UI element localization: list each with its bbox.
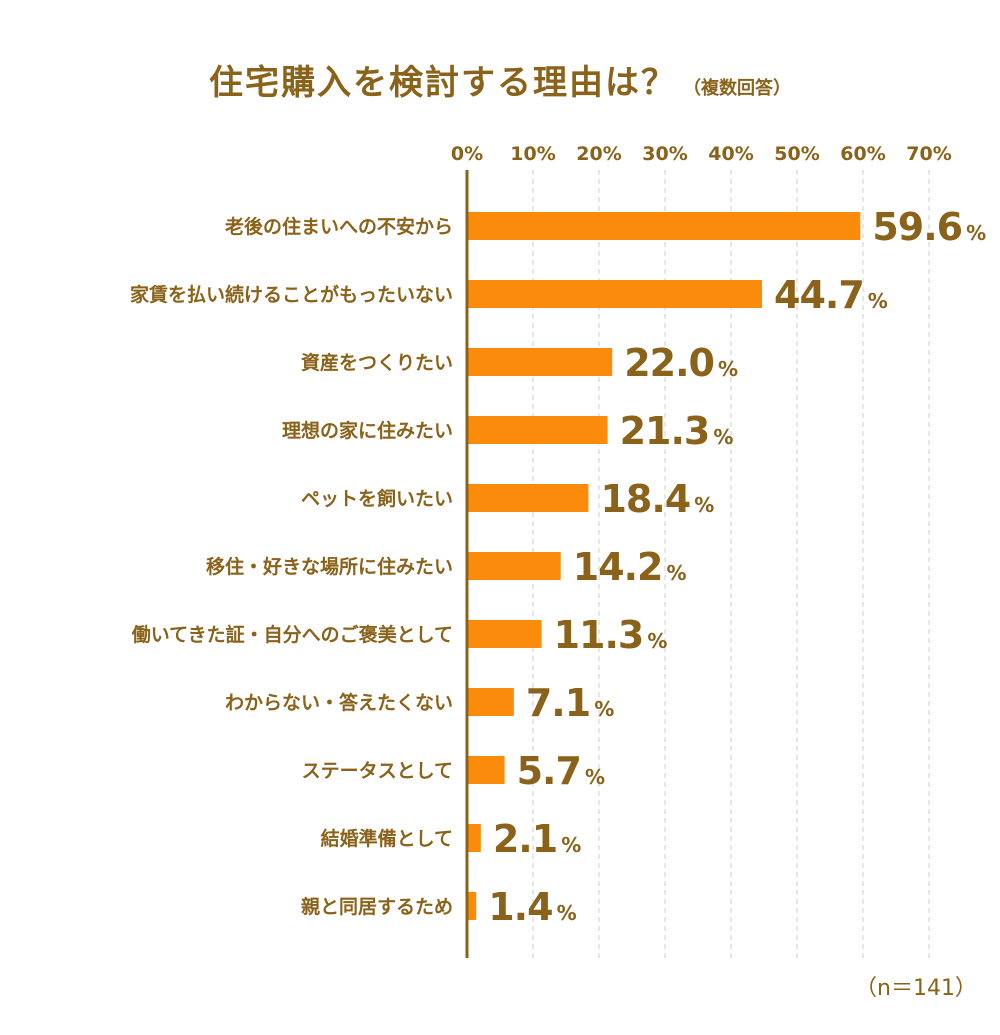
chart-title-row: 住宅購入を検討する理由は？ （複数回答） bbox=[0, 55, 1000, 104]
value-label: 18.4 bbox=[600, 477, 690, 521]
x-tick-label: 30% bbox=[642, 143, 687, 165]
category-label: ステータスとして bbox=[302, 760, 453, 782]
chart-title: 住宅購入を検討する理由は？ bbox=[209, 63, 677, 103]
value-label: 1.4 bbox=[488, 885, 552, 929]
category-label: 理想の家に住みたい bbox=[282, 419, 453, 442]
x-tick-label: 40% bbox=[708, 143, 753, 165]
bar bbox=[467, 688, 514, 716]
value-unit: % bbox=[694, 493, 714, 517]
category-label: 結婚準備として bbox=[321, 827, 453, 850]
bar bbox=[467, 552, 561, 580]
value-unit: % bbox=[966, 221, 986, 245]
value-label: 5.7 bbox=[517, 749, 581, 793]
value-label: 21.3 bbox=[620, 409, 710, 453]
value-unit: % bbox=[647, 629, 667, 653]
category-label: ペットを飼いたい bbox=[301, 487, 453, 510]
category-label: わからない・答えたくない bbox=[225, 691, 453, 714]
category-label: 移住・好きな場所に住みたい bbox=[206, 555, 453, 578]
value-label: 11.3 bbox=[554, 613, 644, 657]
chart-subtitle: （複数回答） bbox=[683, 78, 791, 99]
bar bbox=[467, 892, 477, 920]
value-unit: % bbox=[868, 289, 888, 313]
x-tick-label: 70% bbox=[906, 143, 951, 165]
sample-size-note: （n＝141） bbox=[855, 976, 977, 1001]
value-label: 59.6 bbox=[872, 205, 962, 249]
bar bbox=[467, 620, 542, 648]
value-label: 14.2 bbox=[573, 545, 663, 589]
x-tick-label: 10% bbox=[510, 143, 555, 165]
bar bbox=[467, 212, 861, 240]
value-unit: % bbox=[594, 697, 614, 721]
value-unit: % bbox=[713, 425, 733, 449]
category-label: 家賃を払い続けることがもったいない bbox=[130, 283, 453, 306]
bar bbox=[467, 416, 608, 444]
x-tick-label: 20% bbox=[576, 143, 621, 165]
value-unit: % bbox=[585, 765, 605, 789]
category-label: 資産をつくりたい bbox=[301, 351, 453, 374]
bar bbox=[467, 280, 763, 308]
category-label: 働いてきた証・自分へのご褒美として bbox=[131, 623, 453, 646]
value-label: 7.1 bbox=[526, 681, 590, 725]
bar bbox=[467, 824, 481, 852]
value-unit: % bbox=[561, 833, 581, 857]
bar bbox=[467, 348, 613, 376]
value-unit: % bbox=[557, 901, 577, 925]
value-unit: % bbox=[666, 561, 686, 585]
bar bbox=[467, 756, 505, 784]
x-tick-label: 0% bbox=[451, 143, 483, 165]
category-label: 老後の住まいへの不安から bbox=[225, 215, 453, 238]
x-tick-label: 60% bbox=[840, 143, 885, 165]
value-label: 22.0 bbox=[624, 341, 714, 385]
x-tick-label: 50% bbox=[774, 143, 819, 165]
category-label: 親と同居するため bbox=[301, 895, 453, 918]
value-label: 2.1 bbox=[493, 817, 557, 861]
bar bbox=[467, 484, 589, 512]
value-label: 44.7 bbox=[774, 273, 864, 317]
value-unit: % bbox=[718, 357, 738, 381]
